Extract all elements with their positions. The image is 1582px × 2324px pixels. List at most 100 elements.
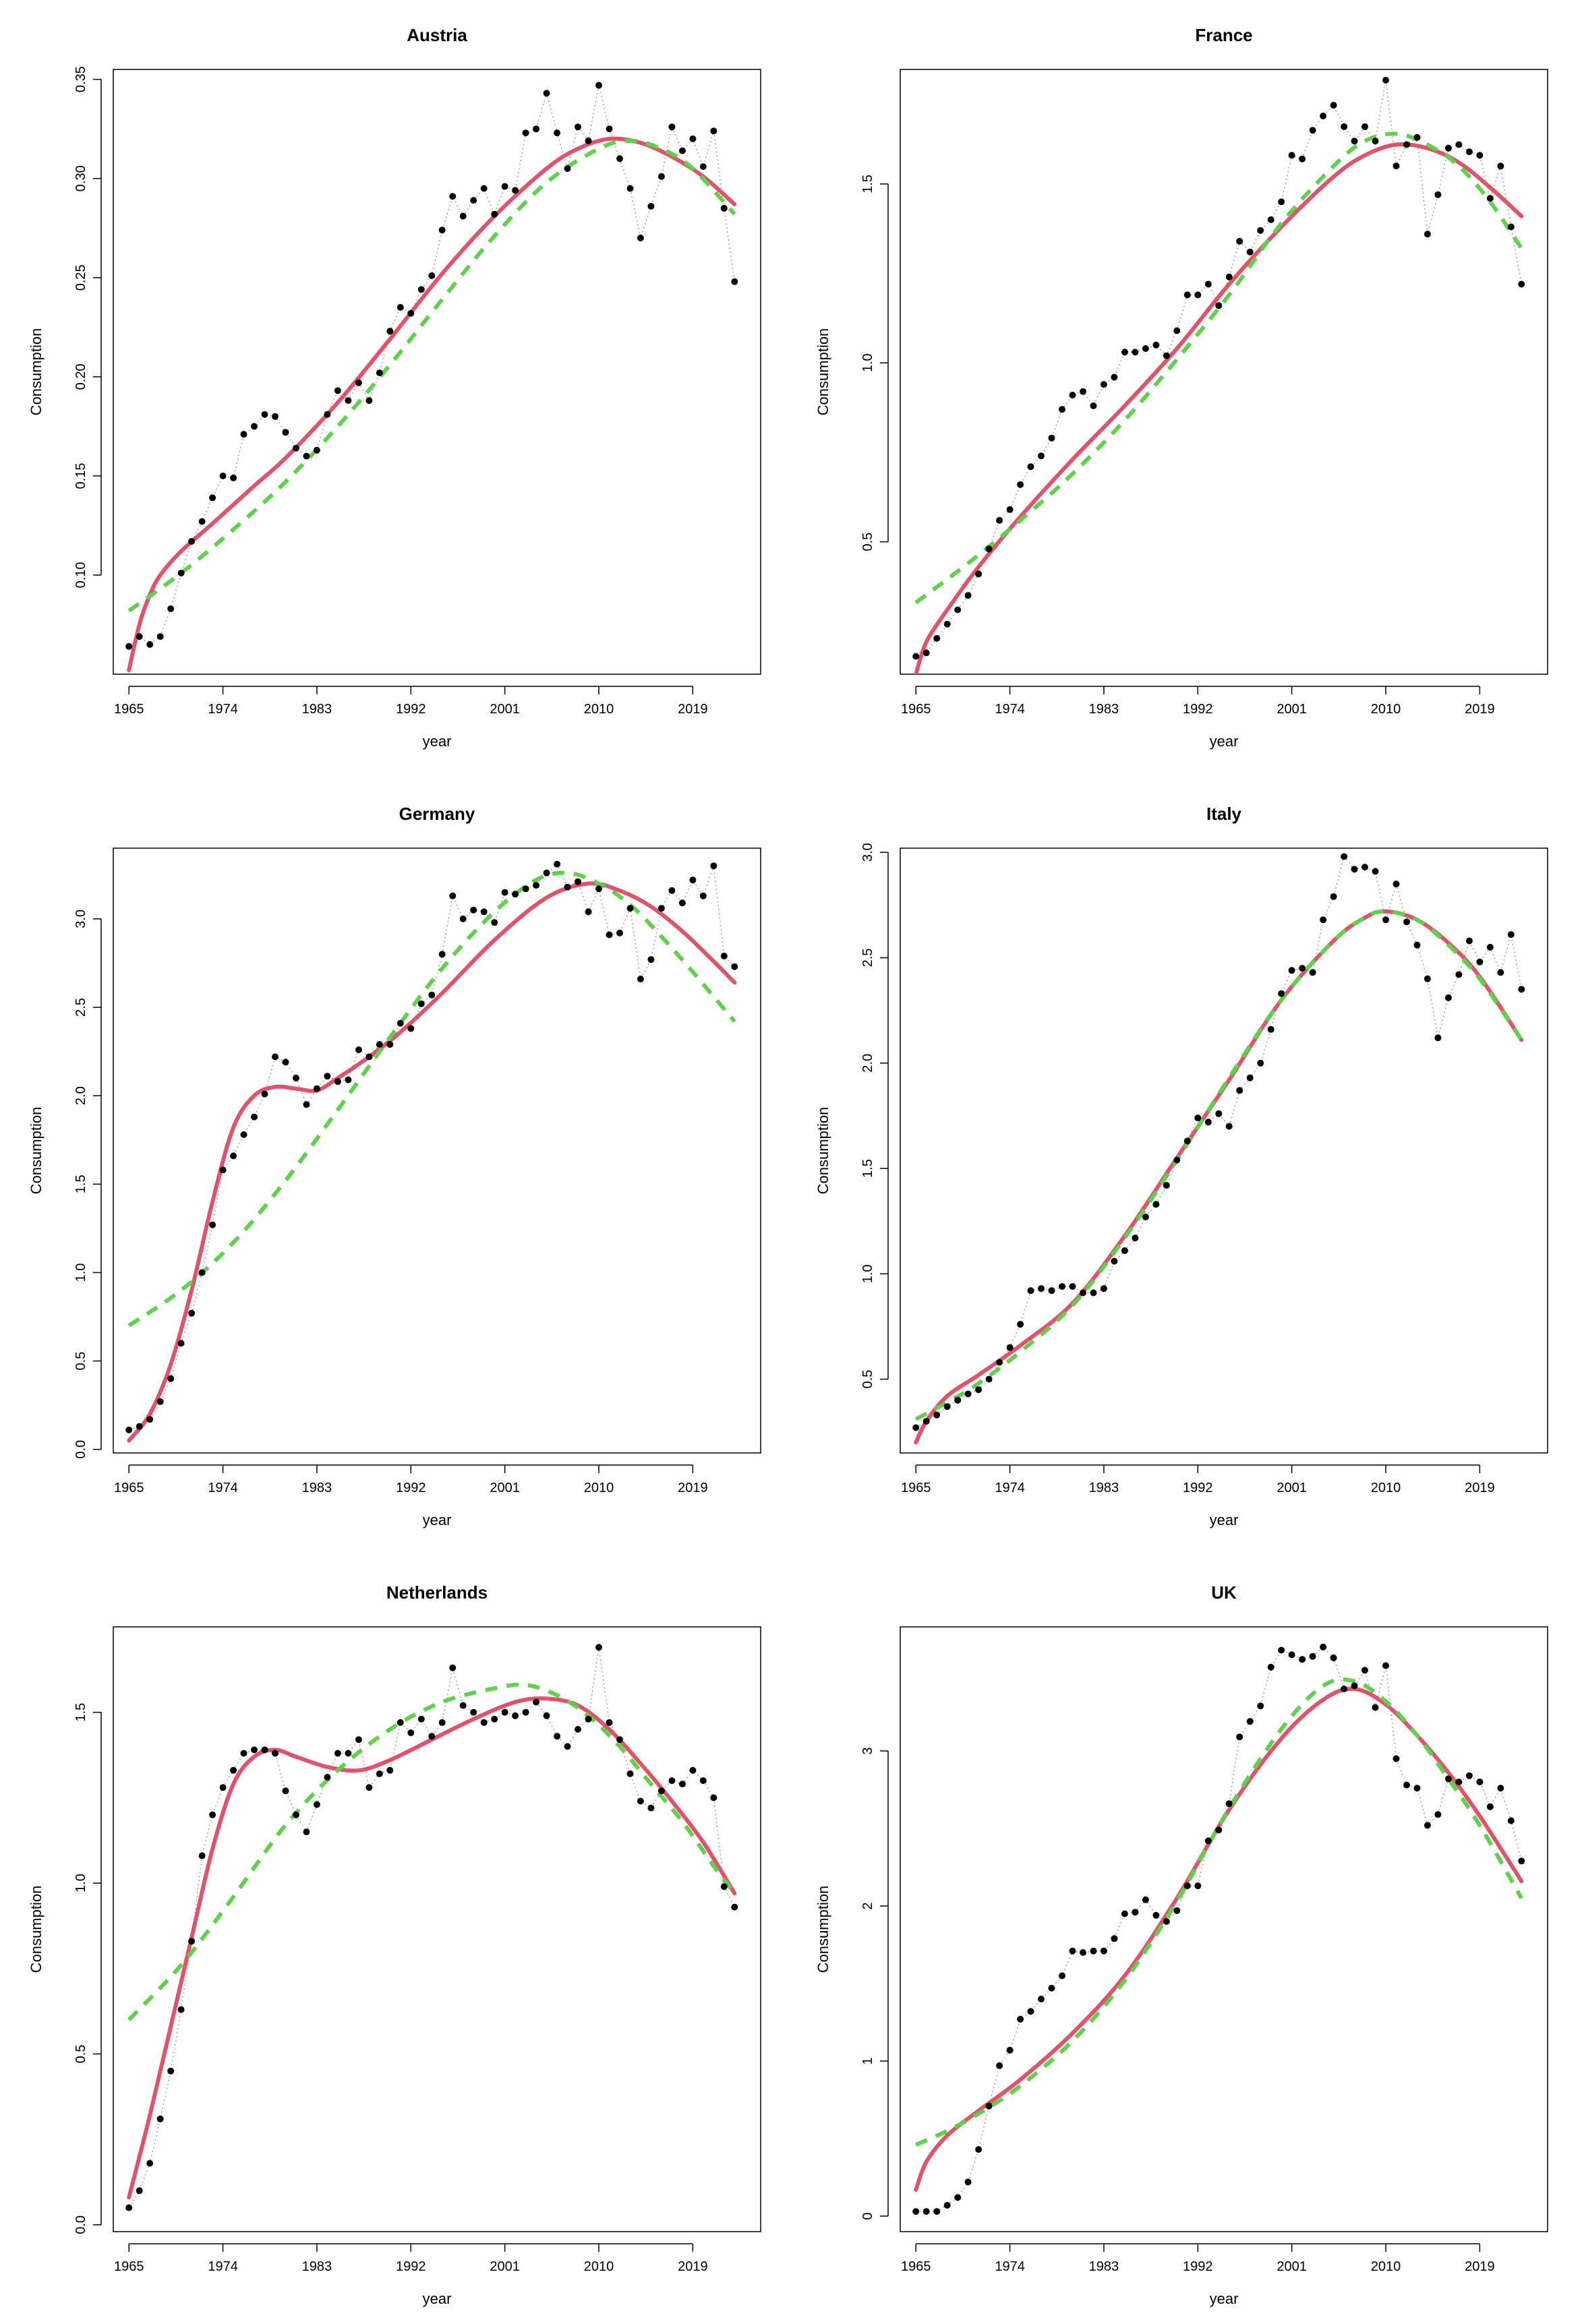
data-point-uk [1403,1781,1410,1789]
chart-title-austria: Austria [407,25,467,45]
data-point-uk [1518,1857,1525,1865]
data-point-france [1288,152,1295,159]
data-point-uk [1486,1803,1494,1810]
data-point-austria [156,633,164,640]
data-point-netherlands [512,1712,519,1719]
data-point-uk [1132,1909,1139,1916]
data-point-netherlands [449,1664,457,1671]
data-point-france [996,516,1003,524]
y-tick-label-france: 1.0 [860,353,875,372]
data-point-netherlands [731,1903,738,1911]
data-point-germany [355,1046,362,1053]
plot-area-italy [912,853,1525,1445]
data-point-france [975,570,983,578]
data-point-germany [543,869,550,876]
data-point-france [1518,280,1525,288]
y-axis-label-germany: Consumption [28,1107,45,1195]
data-point-uk [1163,1918,1170,1925]
data-point-germany [428,991,436,999]
x-tick-label-italy: 1965 [901,1481,931,1495]
data-point-france [1246,248,1254,256]
data-point-germany [595,885,602,893]
data-point-austria [345,397,352,405]
data-point-netherlands [470,1708,477,1716]
data-point-netherlands [522,1708,529,1716]
data-point-france [1183,291,1191,299]
data-point-france [933,634,941,642]
data-point-netherlands [293,1811,299,1818]
data-point-italy [985,1375,993,1383]
data-point-uk [912,2208,920,2215]
observed-series-line-italy [915,855,1522,1429]
data-point-austria [313,446,320,454]
x-tick-label-france: 1974 [995,702,1025,717]
data-point-france [1455,141,1463,148]
chart-title-netherlands: Netherlands [386,1582,488,1603]
data-point-italy [1330,893,1337,900]
data-point-austria [136,633,143,640]
data-point-italy [975,1386,983,1394]
plot-frame-germany [113,847,761,1454]
observed-series-line-germany [128,863,735,1431]
data-point-france [1497,162,1504,170]
data-point-germany [689,876,697,884]
y-tick-label-austria: 0.35 [74,66,88,92]
data-point-netherlands [188,1938,196,1945]
data-point-austria [355,379,362,386]
data-point-germany [177,1340,185,1347]
data-point-netherlands [480,1719,488,1726]
x-tick-label-france: 2001 [1277,702,1307,717]
data-point-netherlands [606,1719,613,1726]
data-point-france [1444,144,1452,152]
data-point-italy [1006,1344,1014,1351]
y-tick-label-uk: 0 [860,2212,875,2219]
data-point-germany [438,951,446,958]
y-tick-label-germany: 2.5 [74,998,88,1017]
solid-fit-curve-italy [914,909,1524,1445]
dashed-fit-curve-austria [127,138,736,613]
data-point-uk [1341,1686,1348,1692]
y-axis-label-uk: Consumption [815,1886,831,1973]
x-tick-label-italy: 2010 [1371,1481,1401,1495]
data-point-italy [933,1411,941,1419]
data-point-uk [1048,1984,1055,1992]
data-point-netherlands [585,1715,592,1723]
data-point-austria [564,165,571,172]
data-point-italy [1444,994,1452,1001]
data-point-uk [1507,1817,1515,1824]
data-point-austria [397,303,404,311]
data-point-germany [386,1041,394,1048]
data-point-germany [219,1166,227,1174]
data-point-italy [1204,1119,1212,1126]
data-point-austria [365,397,373,405]
data-point-germany [198,1269,206,1276]
data-point-italy [1507,931,1515,938]
data-point-france [1152,341,1160,349]
x-tick-label-germany: 2019 [678,1481,708,1495]
panel-austria: Austria 1965 1974 1983 1992 2001 2010 2019 year 0… [28,25,761,750]
x-tick-label-austria: 1983 [302,702,332,717]
data-point-austria [167,605,175,612]
data-point-netherlands [575,1726,581,1733]
data-point-uk [1444,1775,1452,1783]
data-point-austria [407,309,415,317]
data-point-austria [459,212,467,220]
y-tick-label-austria: 0.10 [74,562,88,588]
data-point-italy [1069,1283,1076,1290]
data-point-france [985,545,993,553]
y-tick-label-austria: 0.20 [74,363,88,390]
data-point-netherlands [564,1743,571,1750]
data-point-austria [585,137,592,144]
data-point-austria [491,210,498,218]
data-point-germany [365,1053,373,1061]
data-point-netherlands [554,1733,561,1740]
x-tick-label-italy: 2001 [1277,1481,1307,1495]
data-point-netherlands [219,1784,227,1791]
data-point-italy [1194,1114,1202,1122]
data-point-uk [1152,1911,1160,1919]
y-tick-label-austria: 0.25 [74,264,88,291]
data-point-germany [230,1152,237,1160]
data-point-uk [1309,1652,1316,1660]
data-point-italy [996,1359,1003,1366]
plot-area-austria [125,82,738,673]
